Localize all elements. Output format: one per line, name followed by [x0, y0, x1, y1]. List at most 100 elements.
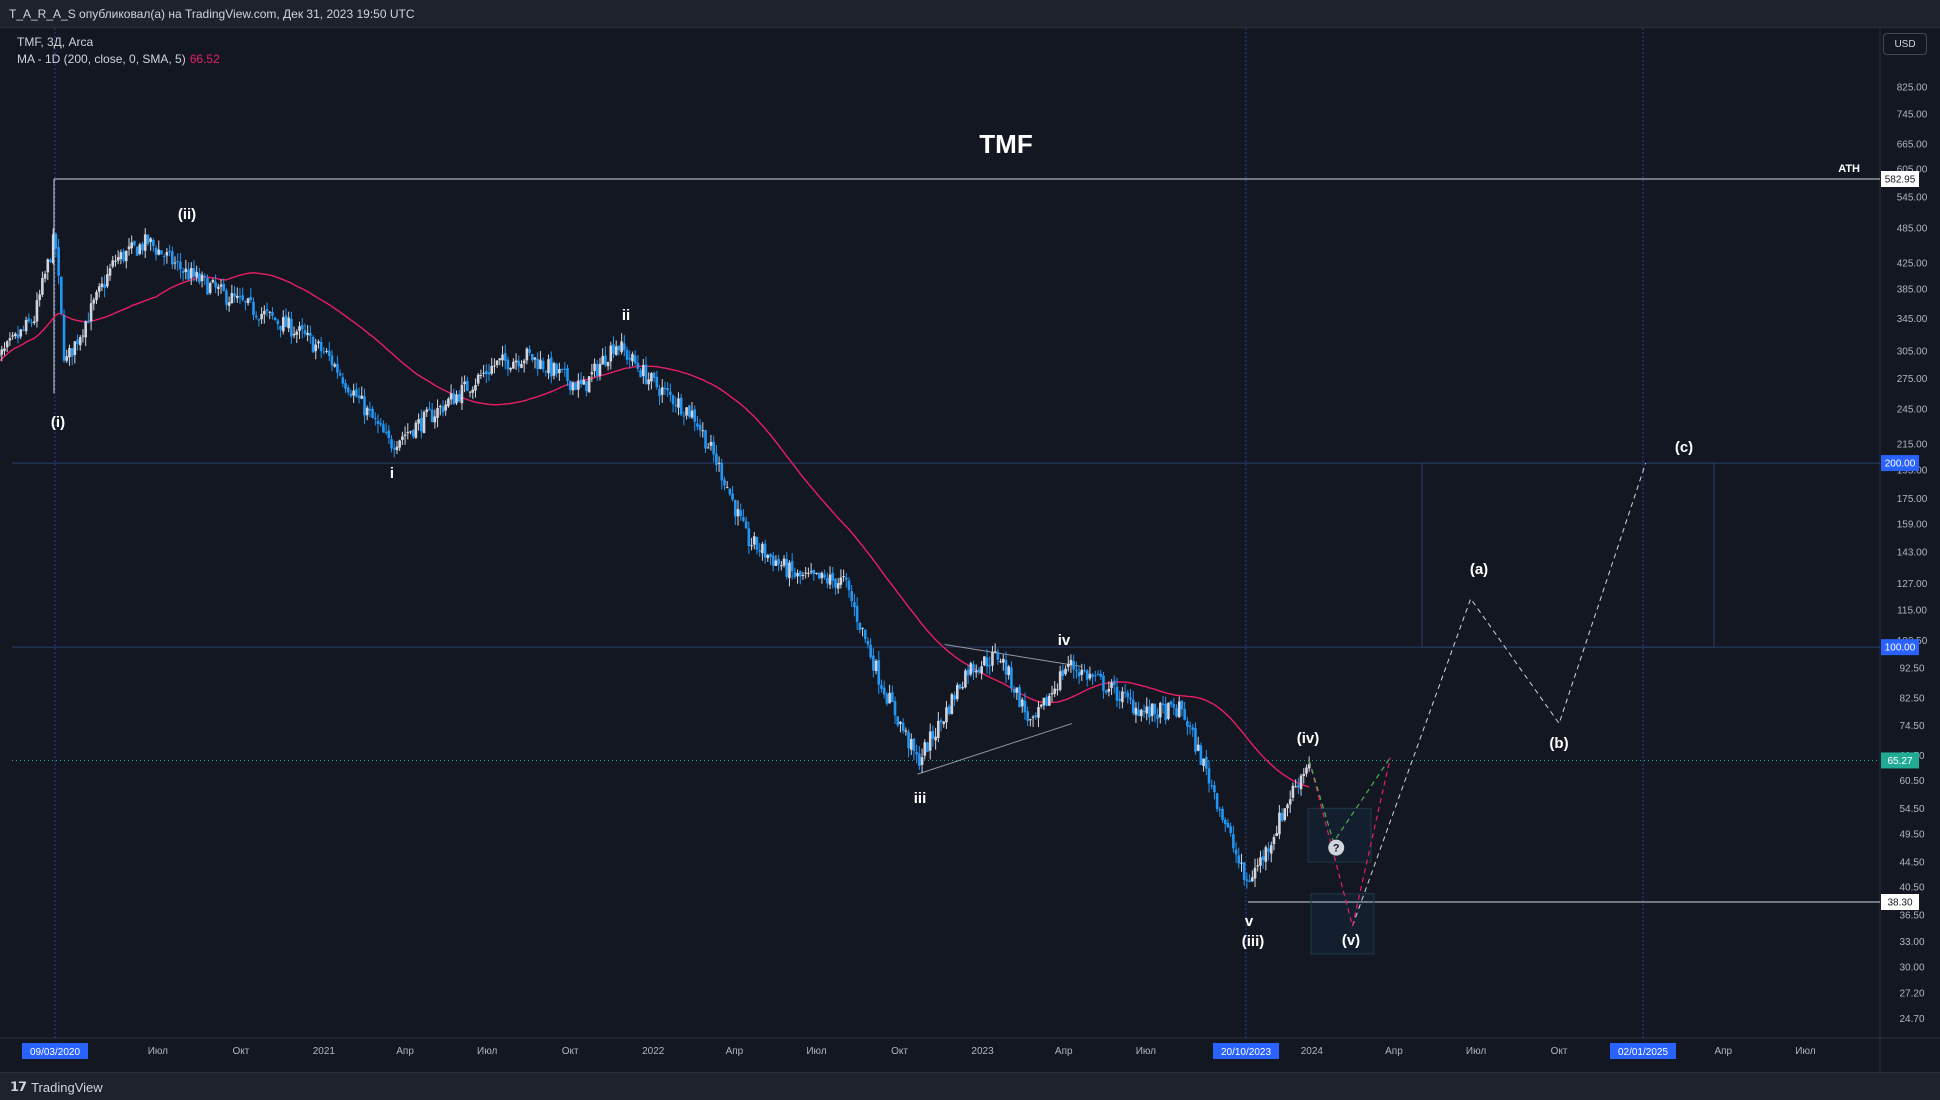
candle: [209, 282, 212, 295]
y-tick-label: 33.00: [1899, 937, 1924, 948]
x-tick-label: Окт: [891, 1046, 908, 1057]
wave-label: (v): [1342, 932, 1360, 949]
y-tick-label: 54.50: [1899, 804, 1924, 815]
x-tick-label: Июл: [806, 1046, 826, 1057]
wave-label: (c): [1675, 439, 1693, 456]
y-tick-label: 27.20: [1899, 988, 1924, 999]
candle: [1018, 684, 1021, 707]
y-tick-label: 745.00: [1897, 109, 1928, 120]
wave-label: (ii): [178, 206, 196, 223]
y-tick-label: 49.50: [1899, 829, 1924, 840]
y-tick-label: 92.50: [1899, 663, 1924, 674]
legend-ma-value: 66.52: [190, 52, 220, 66]
x-axis: Июл Окт 2021 Апр Июл Окт 2022 Апр Июл Окт 2023 Апр И…: [22, 1043, 1816, 1059]
x-tick-label: Апр: [1714, 1046, 1732, 1057]
y-tick-label: 665.00: [1897, 140, 1928, 151]
y-tick-label: 485.00: [1897, 223, 1928, 234]
candle: [60, 277, 63, 316]
wave-label: (iii): [1242, 933, 1265, 950]
x-tick-label: Июл: [1466, 1046, 1486, 1057]
candle: [139, 243, 142, 256]
x-tick-label: 2023: [971, 1046, 994, 1057]
x-highlight-label: 09/03/2020: [30, 1047, 80, 1058]
x-highlight-label: 20/10/2023: [1221, 1047, 1271, 1058]
candle: [415, 420, 418, 439]
x-tick-label: Июл: [1795, 1046, 1815, 1057]
x-tick-label: Апр: [726, 1046, 744, 1057]
x-tick-label: Апр: [396, 1046, 414, 1057]
y-tick-label: 425.00: [1897, 258, 1928, 269]
ath-label: ATH: [1838, 163, 1860, 175]
y-tick-label: 82.50: [1899, 694, 1924, 705]
y-tick-label: 215.00: [1897, 439, 1928, 450]
wave-label: iii: [914, 790, 927, 807]
candle: [574, 382, 577, 391]
candle: [956, 683, 959, 702]
y-tick-label: 36.50: [1899, 910, 1924, 921]
y-tick-label: 30.00: [1899, 962, 1924, 973]
currency-button[interactable]: USD: [1883, 33, 1927, 55]
x-tick-label: Июл: [148, 1046, 168, 1057]
legend-ma[interactable]: MA - 1D (200, close, 0, SMA, 5)66.52: [17, 52, 220, 66]
candle: [983, 656, 986, 666]
y-tick-label: 60.50: [1899, 776, 1924, 787]
x-highlight-label: 02/01/2025: [1618, 1047, 1668, 1058]
wave-label: i: [390, 465, 394, 482]
wave-label: (i): [51, 414, 65, 431]
question-icon-glyph: ?: [1333, 843, 1340, 855]
y-tick-label: 143.00: [1897, 548, 1928, 559]
y-tick-label: 44.50: [1899, 858, 1924, 869]
y-tick-label: 825.00: [1897, 82, 1928, 93]
y-tick-label: 345.00: [1897, 314, 1928, 325]
x-tick-label: 2024: [1301, 1046, 1324, 1057]
y-tick-label: 305.00: [1897, 347, 1928, 358]
wave-label: v: [1245, 913, 1254, 930]
legend-symbol[interactable]: TMF, 3Д, Arca: [17, 35, 93, 49]
candle: [423, 410, 426, 433]
y-tick-label: 74.50: [1899, 721, 1924, 732]
y-tick-label: 40.50: [1899, 883, 1924, 894]
y-axis: 825.00745.00665.00605.00545.00485.00425.…: [1897, 82, 1928, 1025]
price-marker-label: 200.00: [1885, 459, 1916, 470]
y-tick-label: 24.70: [1899, 1014, 1924, 1025]
brand-name: TradingView: [31, 1080, 103, 1095]
tradingview-logo[interactable]: 𝟭𝟳 TradingView: [10, 1079, 103, 1095]
candle: [926, 742, 929, 752]
wave-label: iv: [1058, 632, 1071, 649]
x-tick-label: Окт: [232, 1046, 249, 1057]
y-tick-label: 159.00: [1897, 520, 1928, 531]
wave-label: (a): [1470, 561, 1488, 578]
y-tick-label: 127.00: [1897, 579, 1928, 590]
x-tick-label: 2022: [642, 1046, 665, 1057]
y-tick-label: 385.00: [1897, 285, 1928, 296]
candle: [312, 335, 315, 353]
x-tick-label: Апр: [1385, 1046, 1403, 1057]
x-tick-label: Июл: [1136, 1046, 1156, 1057]
y-tick-label: 115.00: [1897, 606, 1927, 617]
candle: [1200, 743, 1203, 765]
price-marker-label: 100.00: [1885, 643, 1916, 654]
wave-label: ii: [622, 307, 630, 324]
candle: [160, 250, 163, 254]
y-tick-label: 275.00: [1897, 374, 1928, 385]
x-tick-label: Окт: [1551, 1046, 1568, 1057]
x-tick-label: 2021: [313, 1046, 336, 1057]
y-tick-label: 175.00: [1897, 494, 1928, 505]
candle: [63, 309, 66, 363]
chart-title: TMF: [979, 129, 1032, 159]
candle: [136, 246, 139, 256]
candle: [970, 662, 973, 677]
candle: [1283, 808, 1286, 822]
price-chart[interactable]: ? TMFATH(i)(ii)iiiiiiivv(iii)(iv)(v)(a)(…: [0, 0, 1940, 1072]
x-tick-label: Апр: [1055, 1046, 1073, 1057]
x-tick-label: Июл: [477, 1046, 497, 1057]
footer-bar: 𝟭𝟳 TradingView: [0, 1072, 1940, 1100]
candle: [951, 693, 954, 715]
candle: [964, 669, 967, 689]
x-tick-label: Окт: [562, 1046, 579, 1057]
y-tick-label: 545.00: [1897, 192, 1928, 203]
wave-label: (iv): [1297, 730, 1320, 747]
candle: [1167, 702, 1170, 720]
tradingview-logo-icon: 𝟭𝟳: [10, 1079, 26, 1095]
price-marker-label: 65.27: [1887, 756, 1912, 767]
